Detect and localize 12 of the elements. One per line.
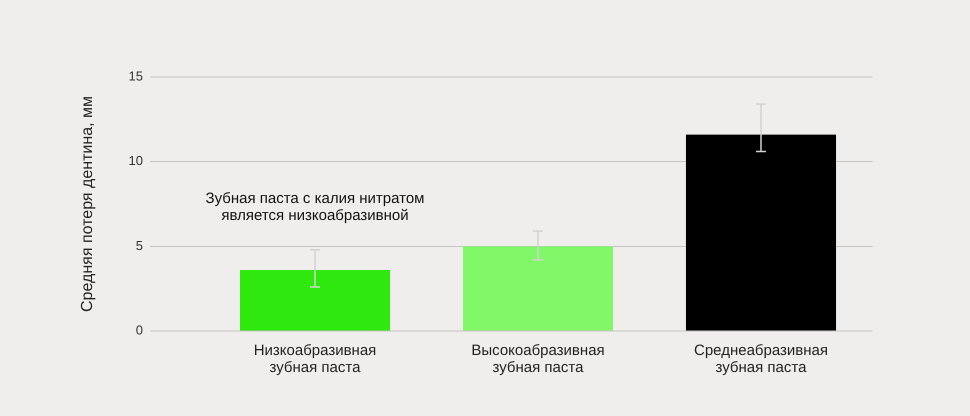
y-tick-label: 15 (128, 68, 143, 84)
y-tick-label: 5 (136, 238, 143, 253)
bar (686, 134, 836, 330)
bar (240, 270, 390, 330)
x-tick-label: Высокоабразивная зубная паста (471, 342, 605, 376)
x-tick-label: Среднеабразивная зубная паста (694, 342, 828, 376)
y-tick-label: 0 (136, 322, 143, 338)
y-tick-label: 10 (128, 153, 143, 168)
y-axis-title: Средняя потеря дентина, мм (79, 96, 96, 312)
x-tick-label: Низкоабразивная зубная паста (254, 342, 376, 376)
bar (462, 246, 614, 330)
annotation: Зубная паста с калия нитратом является низкоабразивной (206, 190, 424, 224)
